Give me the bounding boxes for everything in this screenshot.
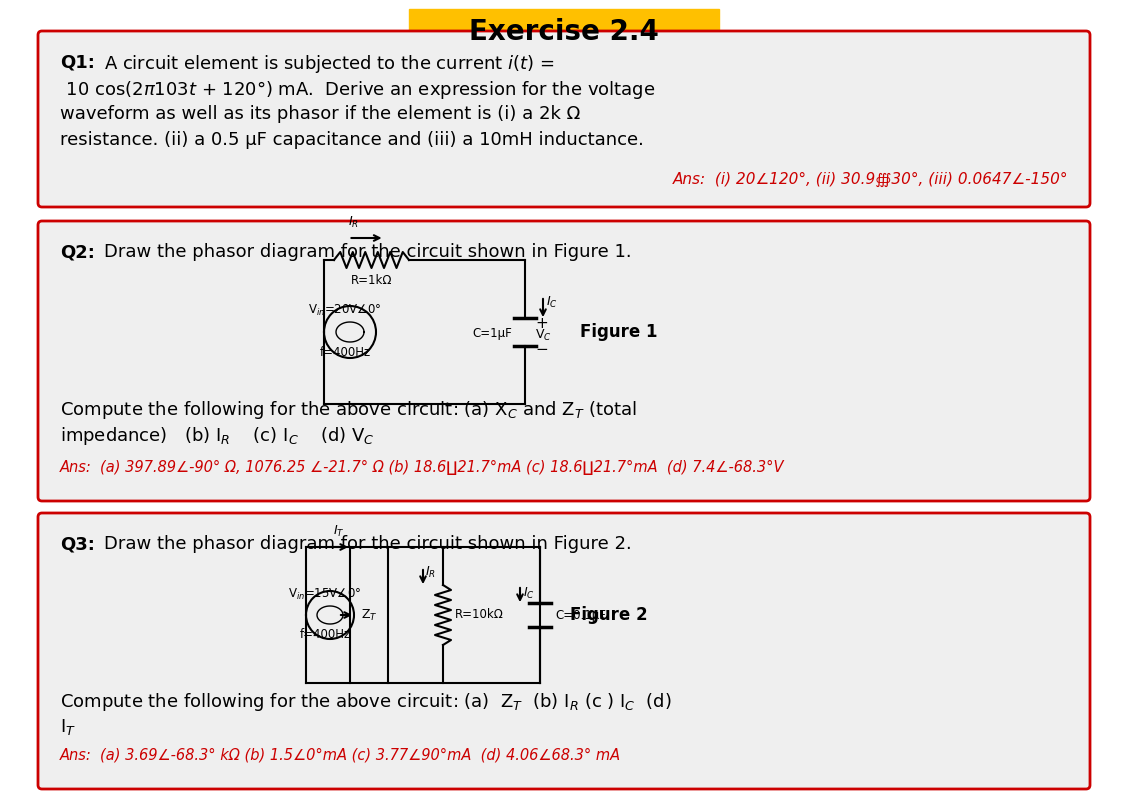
Text: −: − bbox=[535, 342, 548, 358]
FancyBboxPatch shape bbox=[38, 513, 1090, 789]
Text: R=10kΩ: R=10kΩ bbox=[455, 609, 504, 622]
Text: $I_R$: $I_R$ bbox=[349, 215, 360, 230]
Text: Figure 1: Figure 1 bbox=[580, 323, 658, 341]
Text: Draw the phasor diagram for the circuit shown in Figure 2.: Draw the phasor diagram for the circuit … bbox=[104, 535, 632, 553]
Text: impedance)   (b) I$_R$    (c) I$_C$    (d) V$_C$: impedance) (b) I$_R$ (c) I$_C$ (d) V$_C$ bbox=[60, 425, 374, 447]
Text: Z$_T$: Z$_T$ bbox=[361, 607, 377, 622]
FancyBboxPatch shape bbox=[38, 31, 1090, 207]
Text: Figure 2: Figure 2 bbox=[570, 606, 647, 624]
Text: Q2:: Q2: bbox=[60, 243, 95, 261]
Text: Ans:  (i) 20∠120°, (ii) 30.9∰30°, (iii) 0.0647∠-150°: Ans: (i) 20∠120°, (ii) 30.9∰30°, (iii) 0… bbox=[672, 172, 1068, 187]
Text: f=400Hz: f=400Hz bbox=[319, 346, 371, 359]
Text: Ans:  (a) 3.69∠-68.3° kΩ (b) 1.5∠0°mA (c) 3.77∠90°mA  (d) 4.06∠68.3° mA: Ans: (a) 3.69∠-68.3° kΩ (b) 1.5∠0°mA (c)… bbox=[60, 748, 622, 763]
Text: I$_T$: I$_T$ bbox=[60, 717, 76, 737]
Text: $I_T$: $I_T$ bbox=[333, 524, 345, 539]
Text: C=1μF: C=1μF bbox=[473, 327, 512, 341]
Text: R=1kΩ: R=1kΩ bbox=[351, 274, 393, 287]
Text: $I_C$: $I_C$ bbox=[546, 294, 557, 310]
Text: Q1:: Q1: bbox=[60, 53, 95, 71]
Text: Compute the following for the above circuit: (a) X$_C$ and Z$_T$ (total: Compute the following for the above circ… bbox=[60, 399, 636, 421]
Text: Ans:  (a) 397.89∠-90° Ω, 1076.25 ∠-21.7° Ω (b) 18.6∐21.7°mA (c) 18.6∐21.7°mA  (d: Ans: (a) 397.89∠-90° Ω, 1076.25 ∠-21.7° … bbox=[60, 460, 784, 475]
Text: $I_R$: $I_R$ bbox=[425, 565, 435, 579]
Text: A circuit element is subjected to the current $i(t)$ =: A circuit element is subjected to the cu… bbox=[104, 53, 554, 75]
FancyBboxPatch shape bbox=[38, 221, 1090, 501]
Text: Compute the following for the above circuit: (a)  Z$_T$  (b) I$_R$ (c ) I$_C$  (: Compute the following for the above circ… bbox=[60, 691, 671, 713]
Text: Draw the phasor diagram for the circuit shown in Figure 1.: Draw the phasor diagram for the circuit … bbox=[104, 243, 632, 261]
Text: V$_C$: V$_C$ bbox=[535, 327, 552, 342]
Text: Q3:: Q3: bbox=[60, 535, 95, 553]
Text: resistance. (ii) a 0.5 μF capacitance and (iii) a 10mH inductance.: resistance. (ii) a 0.5 μF capacitance an… bbox=[60, 131, 644, 149]
Text: V$_{in}$=15V$\angle$0°: V$_{in}$=15V$\angle$0° bbox=[288, 587, 362, 602]
Text: +: + bbox=[535, 317, 548, 331]
Text: 10 cos(2$\pi$103$t$ + 120°) mA.  Derive an expression for the voltage: 10 cos(2$\pi$103$t$ + 120°) mA. Derive a… bbox=[60, 79, 655, 101]
Text: C=0.1μF: C=0.1μF bbox=[555, 609, 606, 622]
Bar bbox=[350, 547, 388, 683]
Text: $I_C$: $I_C$ bbox=[523, 586, 535, 601]
Text: Exercise 2.4: Exercise 2.4 bbox=[469, 18, 659, 46]
FancyBboxPatch shape bbox=[409, 9, 719, 55]
Text: V$_{in}$=20V$\angle$0°: V$_{in}$=20V$\angle$0° bbox=[308, 303, 381, 318]
Text: f=400Hz: f=400Hz bbox=[299, 628, 351, 641]
Text: waveform as well as its phasor if the element is (i) a 2k Ω: waveform as well as its phasor if the el… bbox=[60, 105, 580, 123]
